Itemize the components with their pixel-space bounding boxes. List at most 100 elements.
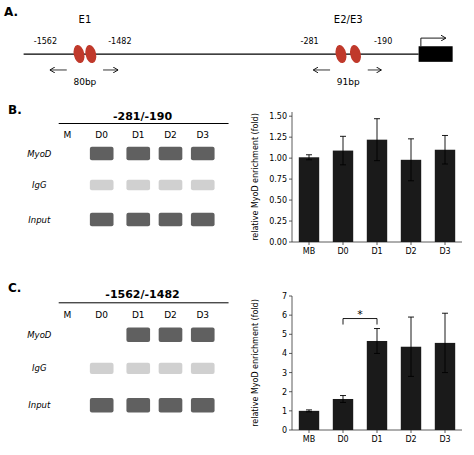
- x-tick: [411, 242, 412, 245]
- y-axis: [292, 112, 293, 242]
- diagram-label: E2/E3: [334, 14, 363, 25]
- gel-underline: [59, 123, 229, 124]
- error-line: [445, 313, 446, 372]
- error-bar: [408, 139, 414, 181]
- error-cap: [374, 328, 380, 329]
- y-tick: [289, 353, 292, 354]
- x-tick-label: MB: [303, 435, 315, 444]
- error-cap: [306, 159, 312, 160]
- error-cap: [340, 164, 346, 165]
- bar-chart: 01234567relative MyoD enrichment (fold)M…: [251, 292, 462, 444]
- significance-label: *: [357, 308, 363, 321]
- gel-band: [191, 328, 215, 342]
- error-bar: [340, 396, 346, 403]
- y-tick: [289, 315, 292, 316]
- diagram-label: -281: [301, 37, 319, 46]
- bar: [333, 399, 353, 430]
- gel-title: -281/-190: [113, 110, 172, 123]
- error-bar: [442, 313, 448, 372]
- x-tick-label: D2: [405, 435, 416, 444]
- diagram-label: E1: [79, 14, 92, 25]
- y-tick: [289, 200, 292, 201]
- plot-area: [299, 119, 455, 242]
- y-tick: [289, 410, 292, 411]
- error-bar: [306, 410, 312, 412]
- x-tick-label: D2: [405, 247, 416, 256]
- error-cap: [340, 136, 346, 137]
- gel-row: IgG: [32, 180, 47, 190]
- diagram-label: 80bp: [73, 77, 96, 87]
- panel-label: B.: [8, 103, 22, 117]
- diagram-label: 91bp: [337, 77, 360, 87]
- y-tick: [289, 242, 292, 243]
- error-line: [343, 396, 344, 403]
- gel-column: M: [63, 130, 71, 140]
- gel-band: [191, 180, 215, 191]
- diagram-label: -1482: [108, 37, 131, 46]
- error-line: [411, 317, 412, 376]
- x-tick-label: D1: [371, 247, 382, 256]
- gel-band: [90, 363, 114, 374]
- error-bar: [374, 119, 380, 161]
- gel-band: [126, 147, 150, 161]
- gel-row: IgG: [32, 363, 47, 373]
- gel-band: [191, 147, 215, 161]
- bar: [435, 150, 455, 242]
- x-tick-label: D3: [439, 247, 450, 256]
- y-tick-label: 1.50: [269, 112, 287, 121]
- y-tick: [289, 116, 292, 117]
- y-tick-label: 0.25: [269, 217, 287, 226]
- gel-band: [191, 213, 215, 227]
- y-tick-label: 4: [282, 349, 287, 358]
- gene-box: [419, 46, 453, 62]
- x-tick: [445, 430, 446, 433]
- gel-band: [90, 213, 114, 227]
- error-cap: [442, 135, 448, 136]
- ebox: [72, 44, 86, 64]
- x-tick: [343, 242, 344, 245]
- error-line: [377, 119, 378, 161]
- bracket-arrow: [103, 69, 118, 70]
- error-bar: [374, 329, 380, 354]
- bracket-arrow: [368, 69, 382, 70]
- bar: [367, 341, 387, 430]
- y-label: relative MyoD enrichment (fold): [251, 299, 260, 427]
- ebox: [334, 44, 348, 64]
- gel-band: [159, 180, 183, 191]
- error-bar: [442, 135, 448, 164]
- y-tick: [289, 158, 292, 159]
- error-cap: [340, 402, 346, 403]
- y-tick: [289, 179, 292, 180]
- gel-underline: [59, 302, 229, 303]
- panel-a: A.E1E2/E3-1562-1482-281-19080bp91bp: [4, 5, 453, 87]
- bracket-arrow: [313, 69, 330, 70]
- x-tick: [377, 430, 378, 433]
- plot-area: [299, 313, 455, 430]
- error-line: [377, 329, 378, 354]
- error-bar: [340, 136, 346, 165]
- gel-band: [159, 363, 183, 374]
- figure: A.E1E2/E3-1562-1482-281-19080bp91bpB.-28…: [0, 0, 474, 455]
- x-tick-label: D0: [337, 247, 348, 256]
- gel-band: [126, 180, 150, 191]
- error-cap: [374, 118, 380, 119]
- x-tick: [309, 242, 310, 245]
- gel-band: [90, 398, 114, 412]
- ebox: [84, 44, 98, 64]
- gel-band: [159, 213, 183, 227]
- error-cap: [408, 317, 414, 318]
- x-tick: [445, 242, 446, 245]
- error-line: [343, 136, 344, 165]
- bar-chart: 0.000.250.500.751.001.251.50relative Myo…: [251, 112, 462, 256]
- error-cap: [374, 353, 380, 354]
- y-tick-label: 0.75: [269, 175, 287, 184]
- y-tick: [289, 391, 292, 392]
- gel-row: Input: [28, 215, 51, 225]
- error-cap: [374, 160, 380, 161]
- gel-band: [90, 180, 114, 191]
- gel-band: [191, 363, 215, 374]
- gel-band: [191, 398, 215, 412]
- y-tick-label: 1: [282, 407, 287, 416]
- error-cap: [408, 138, 414, 139]
- gel-band: [159, 398, 183, 412]
